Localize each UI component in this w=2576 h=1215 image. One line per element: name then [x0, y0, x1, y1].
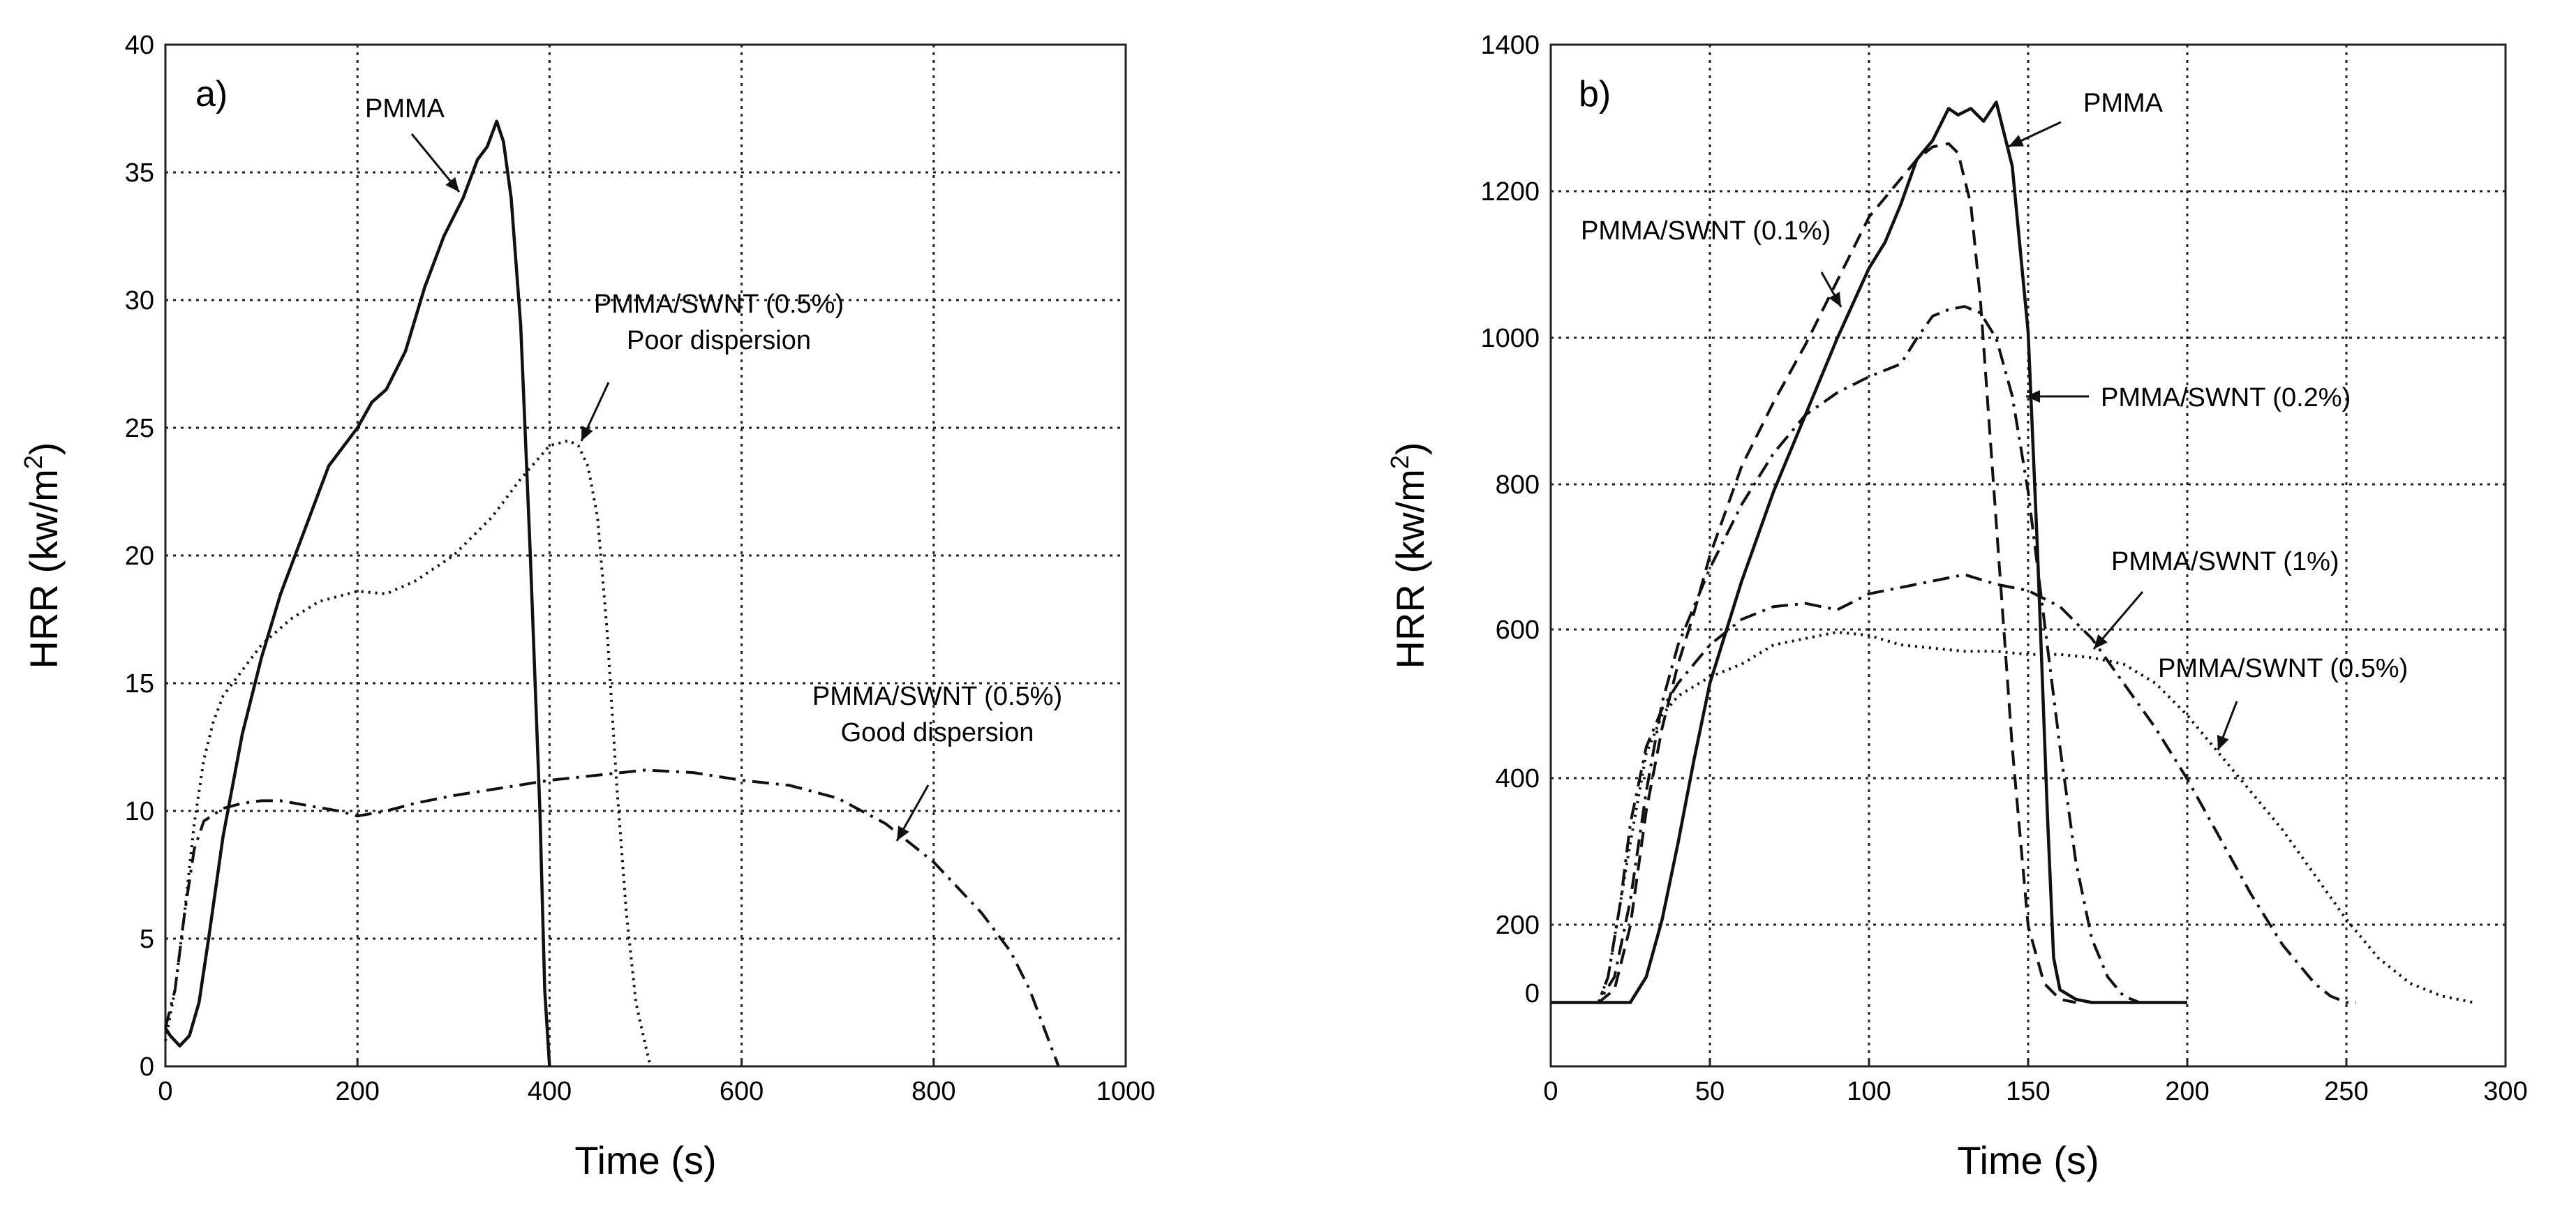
series-line-pmma-swnt-0-5-good-dispersion — [164, 768, 1060, 1067]
y-tick-label: 1400 — [1480, 31, 1540, 60]
y-tick-label: 200 — [1496, 911, 1540, 940]
series-line-pmma-swnt-0-5 — [1551, 630, 2474, 1004]
annotation: PMMA/SWNT (1%) — [2092, 547, 2339, 650]
annotation-arrowhead — [2217, 735, 2229, 750]
annotation-label: Good dispersion — [841, 718, 1034, 747]
y-axis-label: HRR (kw/m2) — [1385, 442, 1432, 669]
annotation-label: PMMA/SWNT (1%) — [2111, 547, 2339, 576]
y-tick-label: 20 — [125, 542, 154, 571]
y-tick-label: 25 — [125, 414, 154, 443]
annotation-arrowhead — [2026, 390, 2041, 403]
annotation-label: PMMA/SWNT (0.2%) — [2101, 383, 2351, 412]
panel-label: b) — [1579, 74, 1611, 114]
y-tick-label: 800 — [1496, 470, 1540, 500]
annotation: PMMA — [2008, 89, 2164, 148]
annotation-arrowhead — [581, 426, 593, 441]
grid-lines — [165, 45, 1126, 1066]
x-tick-label: 200 — [335, 1077, 379, 1106]
annotation-label: PMMA — [365, 94, 445, 124]
x-axis-label: Time (s) — [574, 1138, 716, 1182]
annotation-label: PMMA/SWNT (0.5%) — [812, 682, 1062, 711]
annotation-arrowhead — [897, 826, 909, 841]
y-tick-label: 400 — [1496, 764, 1540, 793]
annotation: PMMA/SWNT (0.5%) — [2158, 654, 2408, 751]
annotation-label: PMMA/SWNT (0.5%) — [594, 290, 844, 319]
annotation: PMMA/SWNT (0.5%) Poor dispersion — [580, 290, 844, 442]
annotation-label: PMMA — [2083, 89, 2164, 118]
x-tick-label: 1000 — [1096, 1077, 1156, 1106]
y-tick-label: 1200 — [1480, 177, 1540, 207]
x-tick-label: 50 — [1695, 1077, 1725, 1106]
y-tick-label: 600 — [1496, 616, 1540, 645]
annotation-label: Poor dispersion — [627, 326, 811, 355]
y-tick-label: 1000 — [1480, 324, 1540, 353]
chart-panel-b: 0 50 100 150 200 250 300 1400 1200 1000 800 600 400 2… — [1385, 31, 2528, 1182]
annotation: PMMA/SWNT (0.1%) — [1581, 216, 1842, 308]
y-tick-label: 30 — [125, 286, 154, 315]
y-tick-label: 5 — [140, 925, 154, 954]
y-tick-label: 0 — [140, 1052, 154, 1082]
x-tick-label: 250 — [2324, 1077, 2368, 1106]
series-line-pmma-swnt-0-1 — [1551, 142, 2076, 1004]
x-tick-label: 400 — [528, 1077, 572, 1106]
panel-label: a) — [195, 74, 228, 114]
y-tick-label: 0 — [1525, 979, 1540, 1008]
annotation-arrowhead — [2094, 634, 2108, 649]
x-tick-label: 100 — [1847, 1077, 1891, 1106]
annotation: PMMA/SWNT (0.2%) — [2026, 383, 2351, 412]
x-tick-label: 200 — [2165, 1077, 2209, 1106]
x-axis-label: Time (s) — [1957, 1138, 2099, 1182]
series-line-pmma — [164, 119, 551, 1067]
y-axis-label: HRR (kw/m2) — [19, 442, 66, 669]
y-tick-label: 15 — [125, 669, 154, 699]
x-tick-label: 300 — [2483, 1077, 2527, 1106]
series-line-pmma-swnt-0-5-poor-dispersion — [164, 439, 652, 1067]
y-tick-label: 35 — [125, 158, 154, 188]
annotation-arrowhead — [1829, 292, 1841, 307]
annotation-label: PMMA/SWNT (0.5%) — [2158, 654, 2408, 683]
annotation: PMMA/SWNT (0.5%) Good dispersion — [812, 682, 1062, 842]
annotation: PMMA — [365, 94, 461, 193]
series-line-pmma-swnt-1 — [1551, 573, 2356, 1004]
annotation-arrowhead — [2009, 135, 2024, 147]
x-tick-label: 0 — [158, 1077, 172, 1106]
series-line-pmma — [1551, 100, 2187, 1004]
y-tick-label: 10 — [125, 797, 154, 826]
y-tick-label: 40 — [125, 31, 154, 60]
x-tick-label: 150 — [2006, 1077, 2050, 1106]
x-tick-label: 800 — [911, 1077, 955, 1106]
plot-frame — [164, 43, 1127, 1068]
annotation-label: PMMA/SWNT (0.1%) — [1581, 216, 1831, 246]
annotation-arrowhead — [445, 177, 459, 192]
chart-panel-a: 0 200 400 600 800 1000 0 5 10 15 20 25 30 35 40 Time (s… — [19, 31, 1155, 1182]
x-tick-label: 0 — [1543, 1077, 1558, 1106]
x-tick-label: 600 — [720, 1077, 764, 1106]
